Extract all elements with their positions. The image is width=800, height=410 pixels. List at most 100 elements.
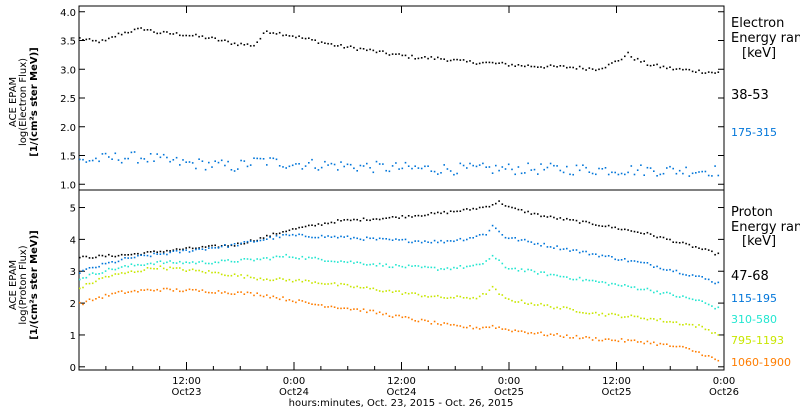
proton-data-point bbox=[601, 254, 604, 257]
proton-data-point bbox=[491, 204, 494, 206]
proton-data-point bbox=[266, 257, 268, 259]
proton-data-point bbox=[546, 246, 549, 248]
proton-data-point bbox=[575, 278, 578, 281]
proton-data-point bbox=[543, 334, 545, 336]
electron-data-point bbox=[640, 164, 642, 166]
electron-data-point bbox=[585, 69, 587, 71]
electron-data-point bbox=[311, 158, 313, 161]
proton-data-point bbox=[324, 306, 326, 308]
electron-data-point bbox=[133, 28, 136, 31]
proton-data-point bbox=[169, 288, 171, 291]
proton-data-point bbox=[582, 312, 584, 314]
proton-data-point bbox=[417, 293, 420, 296]
proton-data-point bbox=[682, 324, 684, 326]
electron-data-point bbox=[82, 158, 84, 161]
proton-data-point bbox=[640, 232, 642, 234]
proton-data-point bbox=[633, 260, 636, 262]
electron-data-point bbox=[511, 63, 513, 66]
proton-data-point bbox=[611, 256, 613, 258]
proton-data-point bbox=[179, 290, 181, 293]
electron-data-point bbox=[462, 59, 465, 61]
electron-data-point bbox=[527, 162, 529, 165]
proton-data-point bbox=[624, 228, 626, 231]
electron-data-point bbox=[627, 51, 629, 54]
electron-data-point bbox=[649, 167, 652, 169]
proton-data-point bbox=[346, 218, 349, 221]
proton-data-point bbox=[343, 236, 345, 238]
proton-data-point bbox=[643, 233, 645, 235]
proton-data-point bbox=[204, 291, 207, 293]
proton-data-point bbox=[675, 345, 678, 348]
electron-data-point bbox=[278, 165, 281, 167]
proton-data-point bbox=[530, 213, 533, 215]
proton-data-point bbox=[349, 219, 352, 222]
electron-data-point bbox=[291, 164, 294, 167]
electron-data-point bbox=[179, 34, 181, 37]
proton-data-point bbox=[298, 226, 300, 229]
proton-data-point bbox=[156, 253, 158, 255]
electron-data-point bbox=[391, 165, 394, 167]
electron-data-point bbox=[646, 166, 649, 169]
electron-data-point bbox=[395, 162, 397, 164]
electron-data-point bbox=[127, 31, 129, 34]
electron-y-tick-label: 2.0 bbox=[60, 123, 76, 134]
proton-data-point bbox=[262, 239, 265, 241]
electron-data-point bbox=[488, 61, 491, 64]
proton-data-point bbox=[643, 288, 645, 291]
proton-data-point bbox=[314, 224, 316, 227]
electron-data-point bbox=[385, 52, 387, 55]
proton-data-point bbox=[175, 262, 178, 264]
electron-ylabel-line-3: [1/(cm²s ster MeV)] bbox=[29, 47, 40, 156]
proton-data-point bbox=[391, 239, 394, 241]
electron-data-point bbox=[701, 72, 703, 74]
electron-data-point bbox=[253, 157, 255, 159]
proton-data-point bbox=[172, 250, 175, 252]
proton-data-point bbox=[701, 276, 703, 278]
proton-data-point bbox=[282, 278, 284, 280]
proton-data-point bbox=[288, 278, 291, 281]
electron-data-point bbox=[717, 174, 720, 177]
electron-data-point bbox=[572, 66, 574, 69]
electron-data-point bbox=[449, 59, 452, 62]
proton-data-point bbox=[230, 243, 233, 246]
proton-data-point bbox=[656, 236, 658, 239]
proton-data-point bbox=[327, 235, 329, 237]
proton-data-point bbox=[533, 270, 536, 273]
proton-data-point bbox=[607, 224, 610, 227]
proton-data-point bbox=[330, 236, 333, 238]
proton-data-point bbox=[317, 282, 320, 285]
proton-y-tick-label: 2 bbox=[70, 299, 76, 310]
proton-data-point bbox=[501, 328, 504, 330]
proton-data-point bbox=[414, 215, 416, 217]
proton-data-point bbox=[701, 354, 703, 357]
proton-data-point bbox=[278, 232, 281, 235]
proton-data-point bbox=[246, 240, 249, 243]
proton-data-point bbox=[604, 225, 607, 228]
proton-data-point bbox=[85, 276, 88, 279]
electron-data-point bbox=[446, 60, 449, 62]
electron-data-point bbox=[443, 58, 445, 60]
proton-data-point bbox=[607, 338, 610, 340]
electron-data-point bbox=[569, 66, 571, 69]
proton-plot-frame bbox=[78, 189, 725, 371]
proton-data-point bbox=[346, 261, 349, 264]
proton-data-point bbox=[588, 221, 591, 224]
electron-data-point bbox=[537, 66, 539, 68]
electron-data-point bbox=[179, 164, 181, 166]
proton-data-point bbox=[578, 311, 581, 314]
proton-data-point bbox=[104, 275, 107, 278]
proton-data-point bbox=[675, 241, 678, 244]
electron-data-point bbox=[511, 168, 513, 171]
proton-data-point bbox=[175, 250, 178, 252]
electron-data-point bbox=[108, 156, 110, 158]
proton-data-point bbox=[424, 265, 426, 268]
electron-data-point bbox=[549, 162, 552, 165]
proton-data-point bbox=[695, 275, 697, 277]
electron-data-point bbox=[498, 169, 500, 172]
electron-data-point bbox=[698, 171, 700, 173]
proton-data-point bbox=[427, 213, 429, 216]
proton-data-point bbox=[514, 301, 516, 303]
proton-data-point bbox=[95, 273, 97, 275]
proton-y-tick-label: 4 bbox=[70, 235, 76, 246]
proton-data-point bbox=[569, 250, 571, 252]
